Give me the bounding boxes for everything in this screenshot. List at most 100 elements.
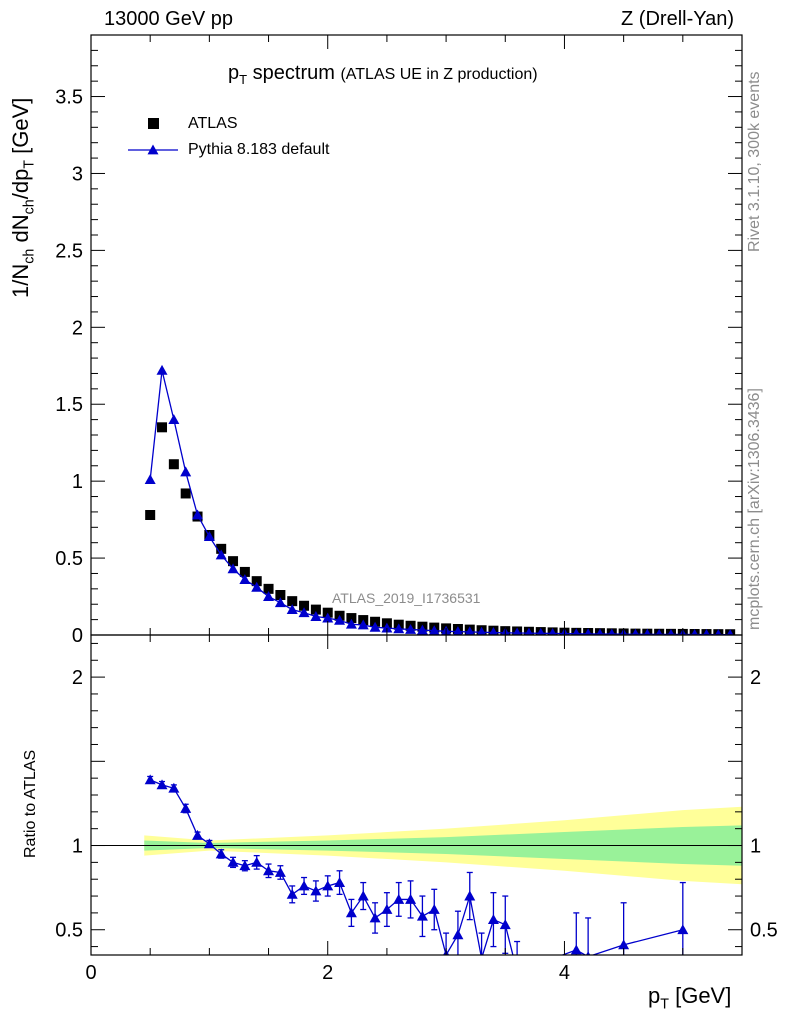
pythia-main-point: [536, 627, 545, 635]
legend-mc-label: Pythia 8.183 default: [188, 141, 330, 158]
pythia-main-point: [548, 627, 557, 635]
pythia-main-point: [703, 629, 710, 635]
pythia-ratio-point: [677, 924, 689, 935]
pythia-ratio-point: [168, 782, 180, 793]
pythia-main-point: [631, 628, 639, 635]
pythia-main-point: [524, 627, 534, 635]
atlas-data-point: [275, 590, 286, 600]
pythia-main-point: [298, 607, 310, 618]
pythia-main-point: [239, 574, 251, 585]
pythia-main-point: [156, 364, 168, 375]
ratio-y-axis-label: Ratio to ATLAS: [22, 749, 39, 858]
pythia-main-point: [464, 626, 475, 635]
pythia-main-point: [203, 531, 215, 541]
pythia-main-point: [227, 563, 239, 574]
pythia-main-point: [263, 591, 275, 601]
pythia-main-point: [192, 509, 204, 520]
pythia-main-point: [572, 628, 581, 635]
pythia-main-point: [715, 629, 722, 635]
pythia-main-point: [428, 625, 440, 635]
x-tick-label: 0: [85, 962, 96, 984]
main-y-tick-label: 2: [72, 317, 83, 339]
analysis-id-label: ATLAS_2019_I1736531: [332, 590, 481, 606]
pythia-ratio-point: [298, 880, 310, 891]
pythia-main-point: [691, 629, 698, 635]
pythia-main-point: [643, 628, 651, 635]
pythia-ratio-point: [499, 919, 511, 930]
atlas-data-point: [239, 566, 250, 577]
pythia-main-point: [357, 619, 369, 630]
pythia-ratio-point: [156, 779, 168, 790]
atlas-data-point: [157, 422, 168, 433]
pythia-ratio-point: [428, 904, 440, 914]
main-y-tick-label: 3: [72, 163, 83, 185]
pythia-ratio-point: [345, 907, 357, 918]
pythia-main-point: [310, 611, 322, 621]
pythia-ratio-point: [512, 966, 523, 976]
pythia-main-point: [286, 604, 298, 615]
pythia-ratio-point: [452, 929, 464, 940]
pythia-ratio-point: [334, 877, 346, 887]
pythia-main-point: [477, 626, 487, 635]
atlas-data-point: [310, 604, 321, 615]
x-tick-label: 2: [322, 962, 333, 984]
plot-title: pT spectrum (ATLAS UE in Z production): [228, 62, 538, 87]
pythia-ratio-line: [149, 779, 683, 955]
pythia-main-point: [596, 628, 604, 635]
atlas-data-point: [228, 556, 239, 567]
pythia-main-point: [726, 629, 734, 635]
pythia-main-point: [215, 549, 227, 560]
pythia-main-point: [452, 626, 463, 635]
pythia-ratio-point: [239, 860, 251, 871]
pythia-ratio-point: [251, 856, 263, 867]
main-y-tick-label: 0.5: [55, 548, 83, 570]
pythia-ratio-point: [144, 774, 156, 785]
main-y-tick-label: 0: [72, 625, 83, 647]
pythia-ratio-point: [416, 910, 428, 921]
pythia-ratio-point: [369, 912, 381, 923]
header-collision-label: 13000 GeV pp: [104, 8, 233, 30]
main-y-tick-label: 1: [72, 471, 83, 493]
pythia-main-point: [168, 414, 180, 425]
ratio-y-tick-label-right: 0.5: [750, 920, 778, 942]
pythia-ratio-point: [570, 944, 582, 955]
atlas-data-point: [180, 488, 191, 499]
pythia-ratio-point: [203, 838, 215, 849]
pythia-main-point: [405, 623, 417, 634]
atlas-data-point: [251, 576, 262, 587]
pythia-ratio-point: [192, 829, 204, 840]
x-axis-label: pT [GeV]: [648, 983, 732, 1013]
ratio-y-tick-label-right: 1: [750, 836, 761, 858]
pythia-ratio-point: [480, 952, 483, 955]
atlas-data-point: [346, 613, 357, 624]
pythia-ratio-point: [393, 893, 405, 904]
pythia-ratio-point: [286, 888, 298, 899]
pythia-ratio-point: [322, 880, 334, 891]
pythia-main-point: [322, 612, 334, 623]
pythia-ratio-point: [464, 890, 476, 901]
ratio-y-tick-label-left: 1: [72, 836, 83, 858]
ratio-uncertainty-band: [91, 806, 742, 885]
atlas-data-point: [263, 583, 274, 594]
atlas-data-point: [299, 600, 310, 611]
pythia-main-point: [274, 597, 286, 608]
pythia-ratio-point: [215, 848, 227, 859]
header-process-label: Z (Drell-Yan): [621, 8, 734, 30]
main-y-tick-label: 3.5: [55, 87, 83, 109]
pythia-ratio-point: [381, 904, 393, 914]
ratio-y-tick-label-left: 0.5: [55, 920, 83, 942]
x-tick-label: 4: [559, 962, 570, 984]
atlas-data-point: [168, 459, 179, 470]
pythia-main-point: [180, 466, 192, 477]
pythia-main-point: [334, 614, 346, 625]
pythia-main-point: [345, 618, 357, 629]
pythia-ratio-point: [263, 865, 275, 876]
rivet-version-label: Rivet 3.1.10, 300k events: [746, 71, 763, 252]
pythia-main-point: [512, 627, 522, 635]
pythia-main-point: [369, 621, 381, 632]
pythia-ratio-point: [357, 890, 369, 901]
pythia-main-point: [393, 623, 405, 634]
main-y-tick-label: 2.5: [55, 240, 83, 262]
pythia-main-point: [144, 474, 156, 485]
pythia-main-point: [251, 581, 263, 592]
